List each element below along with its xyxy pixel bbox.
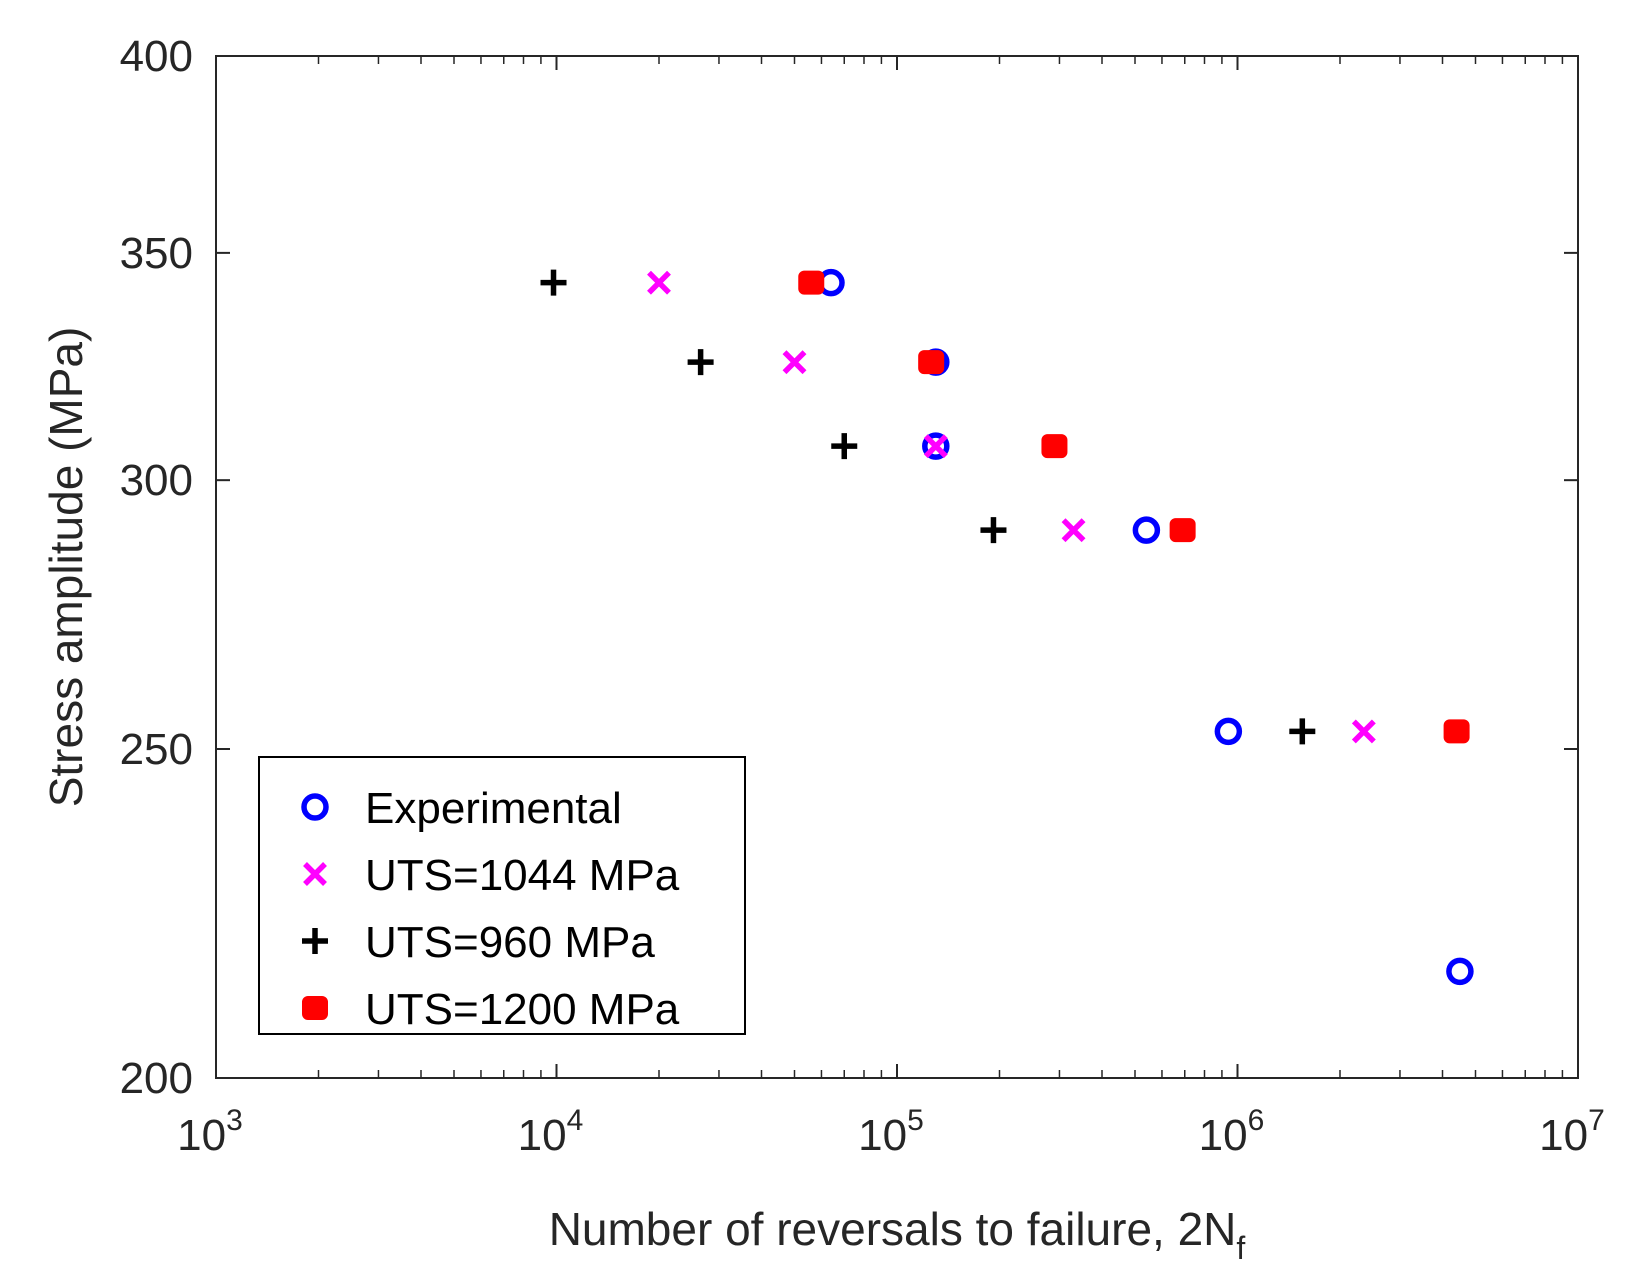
y-tick-label: 200 — [120, 1054, 193, 1103]
x-tick-label-exponent: 5 — [907, 1104, 924, 1137]
x-tick-label: 107 — [1539, 1104, 1605, 1160]
x-tick-label: 105 — [858, 1104, 924, 1160]
x-axis-title-subscript: f — [1236, 1230, 1245, 1266]
data-point-uts-1200-mpa — [1169, 518, 1196, 543]
legend-marker-square — [302, 996, 328, 1020]
data-point-experimental — [1132, 516, 1161, 544]
x-tick-label-base: 10 — [1199, 1111, 1248, 1160]
legend-entries: Experimental UTS=1044 MPa UTS=960 MPa UTS=1… — [301, 784, 680, 1034]
legend-label: UTS=1200 MPa — [365, 985, 680, 1034]
y-tick-label: 400 — [120, 32, 193, 81]
data-point-uts-960-mpa — [687, 349, 714, 376]
legend-marker-circle — [301, 793, 329, 821]
data-point-experimental — [1214, 717, 1243, 746]
x-tick-label-base: 10 — [177, 1111, 226, 1160]
x-tick-label-base: 10 — [518, 1111, 567, 1160]
y-tick-label: 250 — [120, 725, 193, 774]
y-tick-label: 300 — [120, 456, 193, 505]
x-tick-label-exponent: 7 — [1588, 1104, 1605, 1137]
legend-label: UTS=960 MPa — [365, 918, 655, 967]
data-point-experimental — [922, 432, 950, 460]
data-point-experimental — [1446, 957, 1474, 986]
x-tick-label: 103 — [177, 1104, 243, 1160]
data-point-uts-1200-mpa — [1041, 434, 1068, 459]
data-point-uts-1200-mpa — [798, 270, 825, 295]
x-tick-label-base: 10 — [1539, 1111, 1588, 1160]
x-tick-label: 106 — [1199, 1104, 1265, 1160]
x-tick-label-exponent: 4 — [567, 1104, 584, 1137]
data-point-uts-1044-mpa — [1061, 518, 1086, 543]
x-axis-title: Number of reversals to failure, 2Nf — [549, 1203, 1246, 1266]
data-point-uts-960-mpa — [980, 517, 1007, 544]
y-axis-title: Stress amplitude (MPa) — [40, 327, 92, 808]
data-point-uts-1044-mpa — [1351, 719, 1376, 744]
x-tick-label-exponent: 6 — [1248, 1104, 1265, 1137]
data-point-uts-1044-mpa — [782, 350, 807, 375]
plot-area-frame — [215, 55, 1579, 1079]
legend-label: UTS=1044 MPa — [365, 851, 680, 900]
data-point-uts-960-mpa — [540, 269, 567, 296]
legend-marker-x — [303, 862, 327, 886]
x-tick-label-exponent: 3 — [226, 1104, 243, 1137]
legend: Experimental UTS=1044 MPa UTS=960 MPa UTS=1… — [258, 756, 746, 1035]
data-point-uts-1200-mpa — [918, 350, 945, 375]
legend-label: Experimental — [365, 784, 622, 833]
x-axis-title-main: Number of reversals to failure, 2N — [549, 1203, 1237, 1255]
y-tick-label: 350 — [120, 229, 193, 278]
data-point-uts-960-mpa — [1289, 718, 1316, 745]
data-points — [540, 268, 1474, 986]
data-point-uts-1044-mpa — [923, 434, 948, 459]
data-point-uts-960-mpa — [831, 433, 858, 460]
legend-box — [258, 756, 746, 1035]
x-tick-label-base: 10 — [858, 1111, 907, 1160]
data-point-uts-1200-mpa — [1443, 719, 1470, 744]
legend-marker-plus — [302, 928, 328, 954]
data-point-uts-1044-mpa — [647, 270, 671, 295]
x-tick-label: 104 — [518, 1104, 584, 1160]
